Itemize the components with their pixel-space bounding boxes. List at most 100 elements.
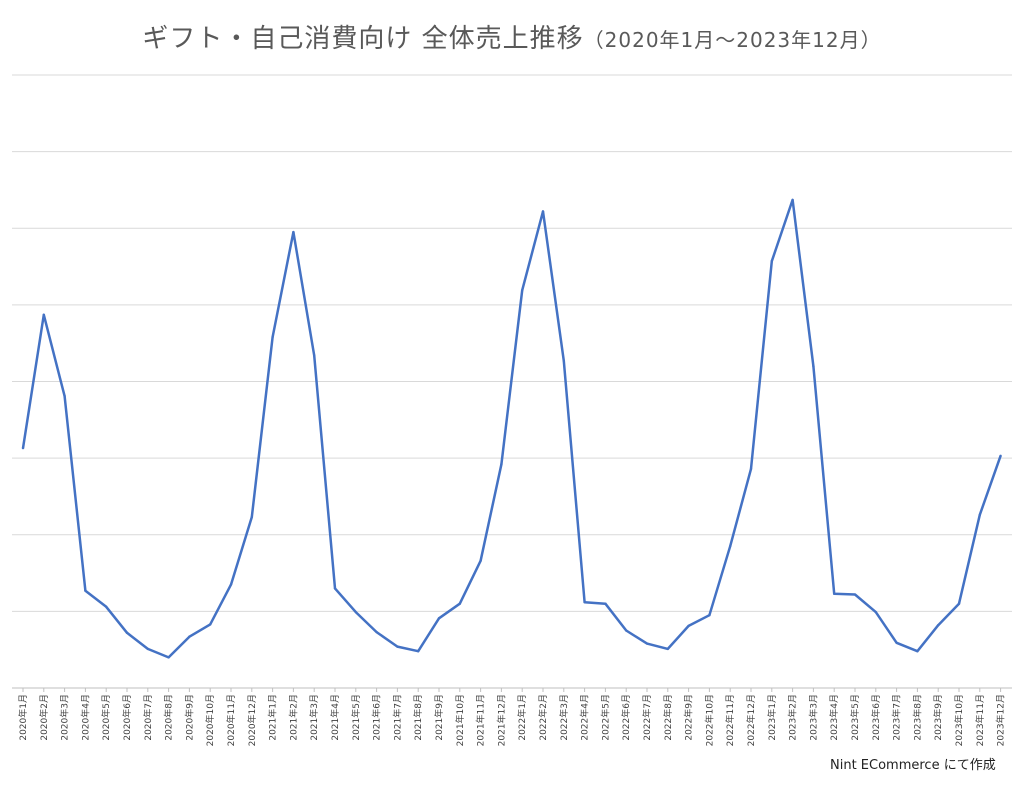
- x-tick-label: 2021年6月: [371, 694, 383, 741]
- data-point: [105, 605, 108, 608]
- x-tick-label: 2022年5月: [599, 694, 611, 741]
- x-tick-label: 2023年3月: [807, 694, 819, 741]
- data-point: [125, 631, 129, 635]
- data-point: [541, 210, 545, 213]
- source-credit: Nint ECommerce にて作成: [830, 758, 996, 773]
- x-tick-label: 2023年12月: [995, 694, 1007, 746]
- data-point: [770, 259, 773, 263]
- x-tick-label: 2020年10月: [204, 694, 216, 746]
- data-point: [500, 463, 503, 466]
- data-point: [937, 623, 940, 627]
- data-point: [271, 335, 274, 339]
- data-point: [562, 359, 565, 363]
- data-point: [437, 617, 441, 620]
- x-tick-label: 2021年7月: [391, 694, 403, 741]
- data-point: [146, 647, 149, 651]
- data-point: [729, 545, 732, 548]
- data-point: [313, 354, 316, 357]
- x-tick-label: 2020年8月: [163, 694, 175, 741]
- x-tick-label: 2023年4月: [828, 694, 840, 741]
- x-tick-label: 2020年7月: [142, 694, 154, 741]
- data-point: [209, 623, 212, 626]
- x-tick-label: 2022年6月: [620, 694, 632, 741]
- data-point: [167, 656, 170, 659]
- x-tick-label: 2021年9月: [433, 694, 445, 741]
- data-point: [84, 589, 87, 592]
- x-axis: [22, 688, 1002, 692]
- x-tick-label: 2022年3月: [558, 694, 570, 741]
- data-point: [21, 446, 25, 450]
- data-point: [417, 650, 420, 653]
- data-point: [708, 614, 711, 617]
- x-tick-label: 2023年11月: [974, 694, 986, 746]
- x-tick-label: 2021年12月: [495, 694, 507, 746]
- data-point: [42, 313, 45, 317]
- data-point: [812, 364, 815, 368]
- data-point: [666, 647, 669, 651]
- data-point: [229, 583, 233, 586]
- x-tick-label: 2022年1月: [516, 694, 528, 741]
- chart-title: ギフト・自己消費向け 全体売上推移（2020年1月～2023年12月）: [0, 18, 1024, 55]
- x-tick-labels: 2020年1月 2020年2月 2020年3月 2020年4月 2020年5月 2020年…: [17, 694, 1007, 746]
- x-tick-label: 2021年10月: [454, 694, 466, 746]
- x-tick-label: 2020年12月: [246, 694, 258, 746]
- x-tick-label: 2022年7月: [641, 694, 653, 741]
- x-tick-label: 2022年9月: [683, 694, 695, 741]
- data-point: [853, 593, 857, 596]
- x-tick-label: 2020年11月: [225, 694, 237, 746]
- data-point: [63, 394, 66, 398]
- x-tick-label: 2023年8月: [911, 694, 923, 741]
- x-tick-label: 2022年10月: [703, 694, 715, 746]
- x-tick-label: 2020年2月: [38, 694, 50, 741]
- data-point: [604, 602, 607, 605]
- data-point: [375, 630, 378, 634]
- x-tick-label: 2023年1月: [766, 694, 778, 741]
- chart-title-main: ギフト・自己消費向け 全体売上推移: [142, 24, 584, 54]
- x-tick-label: 2022年11月: [724, 694, 736, 746]
- data-point: [625, 629, 628, 632]
- x-tick-label: 2022年4月: [579, 694, 591, 741]
- x-tick-label: 2021年8月: [412, 694, 424, 741]
- x-tick-label: 2023年10月: [953, 694, 965, 746]
- x-tick-label: 2021年4月: [329, 694, 341, 741]
- data-point: [833, 592, 836, 595]
- x-tick-label: 2021年1月: [267, 694, 279, 741]
- x-tick-label: 2023年7月: [891, 694, 903, 741]
- x-tick-label: 2020年9月: [183, 694, 195, 741]
- x-tick-label: 2020年5月: [100, 694, 112, 741]
- x-tick-label: 2020年1月: [17, 694, 29, 741]
- data-point: [188, 635, 191, 638]
- data-point: [645, 642, 649, 645]
- gridlines: [12, 74, 1012, 689]
- data-point: [791, 198, 794, 202]
- data-point: [999, 454, 1002, 458]
- data-point: [479, 559, 482, 563]
- data-point: [396, 645, 399, 648]
- data-point: [458, 602, 461, 605]
- x-tick-label: 2023年6月: [870, 694, 882, 741]
- data-point: [978, 513, 981, 517]
- data-point: [749, 467, 753, 471]
- x-tick-label: 2022年2月: [537, 694, 549, 741]
- x-tick-label: 2022年12月: [745, 694, 757, 746]
- x-tick-label: 2020年4月: [79, 694, 91, 741]
- data-point: [292, 230, 295, 234]
- data-point: [687, 624, 690, 628]
- data-point: [354, 610, 357, 614]
- x-tick-label: 2021年5月: [350, 694, 362, 741]
- x-tick-label: 2023年2月: [787, 694, 799, 741]
- data-point: [916, 650, 919, 653]
- x-tick-label: 2021年3月: [308, 694, 320, 741]
- data-point: [521, 289, 524, 292]
- data-point: [250, 515, 253, 519]
- x-tick-label: 2021年2月: [287, 694, 299, 741]
- chart-subtitle: （2020年1月～2023年12月）: [583, 28, 882, 52]
- data-point: [333, 587, 337, 590]
- x-tick-label: 2023年5月: [849, 694, 861, 741]
- x-tick-label: 2020年6月: [121, 694, 133, 741]
- x-tick-label: 2020年3月: [59, 694, 71, 741]
- x-tick-label: 2022年8月: [662, 694, 674, 741]
- data-point: [957, 602, 961, 605]
- data-point: [895, 641, 898, 644]
